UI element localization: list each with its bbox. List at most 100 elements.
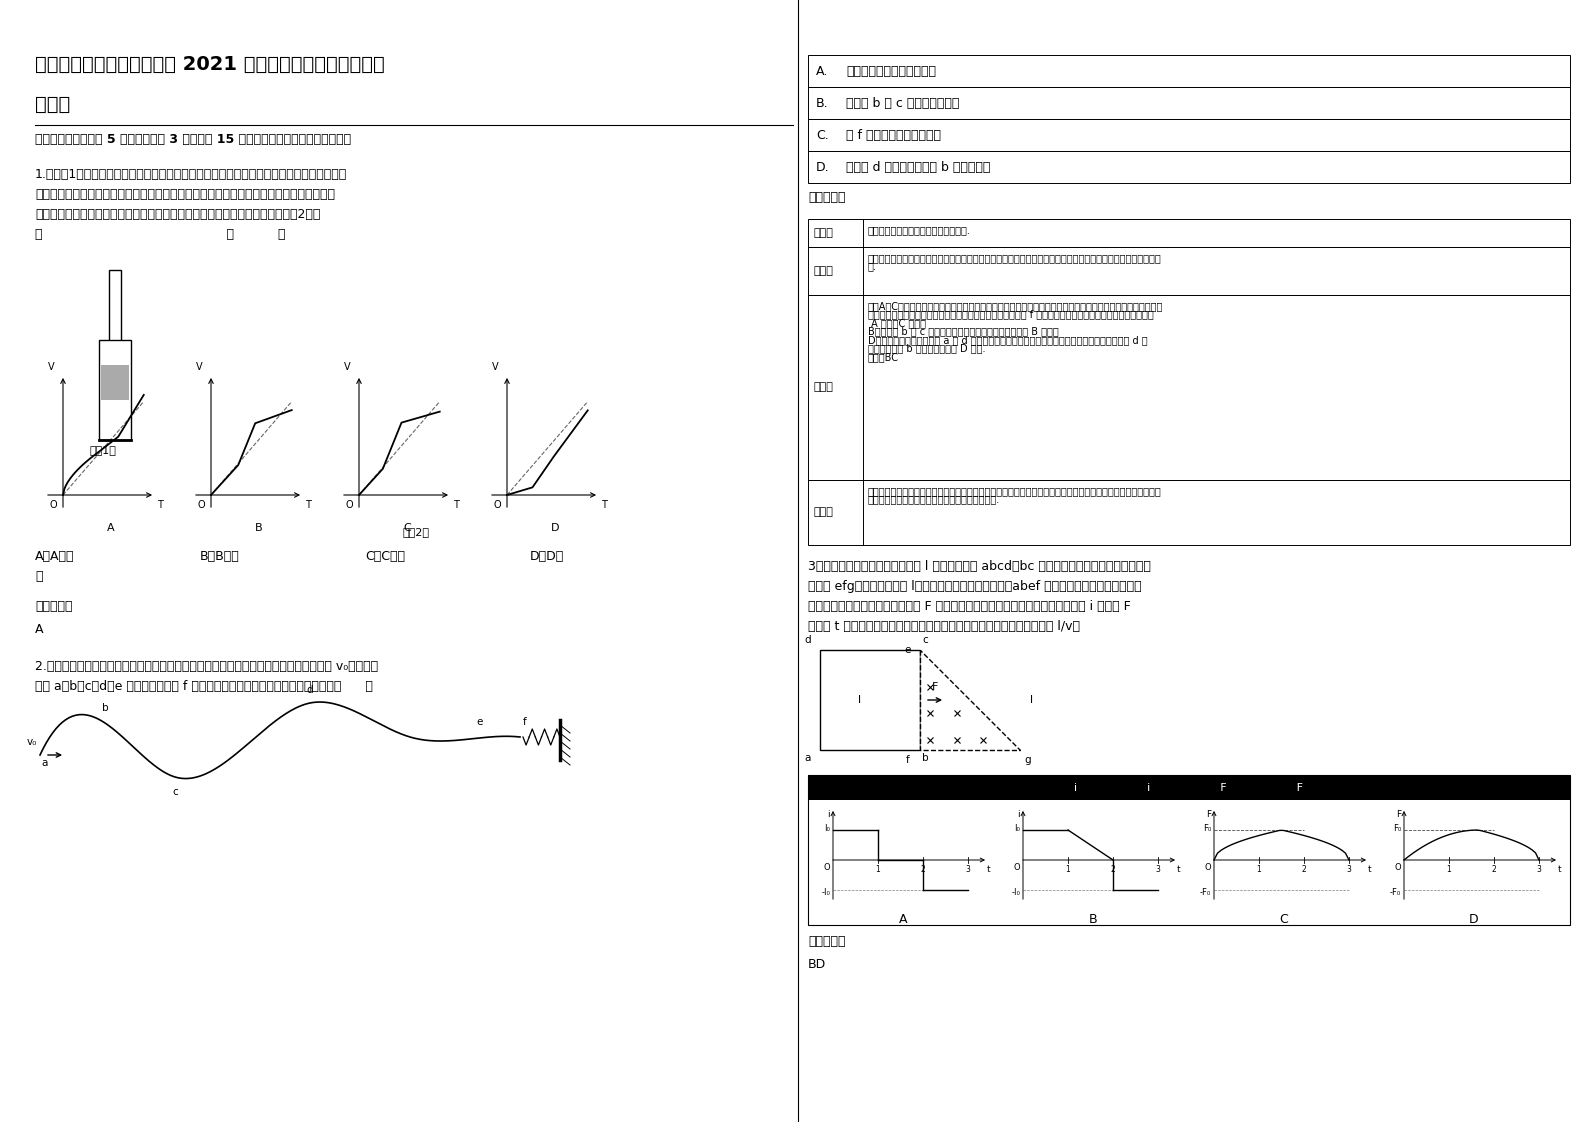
Text: O: O (346, 500, 352, 511)
Text: B.: B. (816, 96, 828, 110)
Bar (808, 480, 1570, 545)
Text: 图（2）: 图（2） (403, 527, 430, 537)
Text: 机械能等于在 b 点的机械能．故 D 错误.: 机械能等于在 b 点的机械能．故 D 错误. (868, 343, 986, 353)
Text: -I₀: -I₀ (820, 888, 830, 896)
Text: 考点：: 考点： (813, 228, 833, 238)
Text: BD: BD (808, 958, 827, 971)
Text: d: d (805, 635, 811, 645)
Text: 2: 2 (1301, 865, 1306, 874)
Text: 功能关系；弹性势能；机械能守恒定律.: 功能关系；弹性势能；机械能守恒定律. (868, 226, 971, 234)
Text: F₀: F₀ (1203, 824, 1211, 833)
Text: i: i (827, 810, 830, 819)
Text: T: T (452, 500, 459, 511)
Text: A: A (35, 623, 43, 636)
Text: 小球从 b 到 c 过程重力做正功: 小球从 b 到 c 过程重力做正功 (846, 96, 960, 110)
Text: C．C图线: C．C图线 (365, 550, 405, 563)
Text: 1: 1 (1065, 865, 1070, 874)
Text: l: l (859, 695, 862, 705)
Text: O: O (197, 500, 205, 511)
Text: F: F (1206, 810, 1211, 819)
Text: I₀: I₀ (824, 824, 830, 833)
Text: 1.如图（1）所示，一根上细下粗、粗端与细端都均匀的玻璃管上端开口、下端封闭，上端足: 1.如图（1）所示，一根上细下粗、粗端与细端都均匀的玻璃管上端开口、下端封闭，上… (35, 168, 348, 181)
Text: 点评：: 点评： (813, 507, 833, 517)
Text: B: B (256, 523, 263, 533)
Text: e: e (476, 717, 482, 727)
Text: 答.: 答. (868, 261, 878, 272)
Text: V: V (48, 362, 54, 373)
Text: 湖南省郴州市资兴第二中学 2021 年高三物理上学期期末试卷: 湖南省郴州市资兴第二中学 2021 年高三物理上学期期末试卷 (35, 55, 384, 74)
Text: B: B (1089, 913, 1097, 926)
Text: 解：A、C、小球在光滑的轨道上运动的过程中只有重力做功，小球的机械能守恒；压缩弹簧的过程中弹簧做功，: 解：A、C、小球在光滑的轨道上运动的过程中只有重力做功，小球的机械能守恒；压缩弹… (868, 301, 1163, 311)
Text: f: f (906, 755, 909, 765)
Text: A: A (108, 523, 114, 533)
Text: 在 f 点弹簧的弹性势能最大: 在 f 点弹簧的弹性势能最大 (846, 129, 941, 141)
Text: 2.如图所示，光滑轨道右端固定一个竖直挡板，挡板左边连接一轻质弹簧，小球以初速度 v₀，经过轨: 2.如图所示，光滑轨道右端固定一个竖直挡板，挡板左边连接一轻质弹簧，小球以初速度… (35, 660, 378, 673)
Text: V: V (344, 362, 351, 373)
Text: 小球在全过程中机械能守恒: 小球在全过程中机械能守恒 (846, 64, 936, 77)
Text: v₀: v₀ (27, 737, 37, 747)
Text: A 错误，C 正确；: A 错误，C 正确； (868, 318, 925, 328)
Text: 参考答案：: 参考答案： (808, 935, 846, 948)
Text: F: F (932, 682, 938, 692)
Text: T: T (305, 500, 311, 511)
Text: i                    i                    F                    F: i i F F (1074, 782, 1303, 792)
Text: -I₀: -I₀ (1011, 888, 1020, 896)
Text: D、小球在光滑的轨道上从 a 到 d 运动的过程中只有重力做功，小球的机械能守恒，所以小球在 d 点: D、小球在光滑的轨道上从 a 到 d 运动的过程中只有重力做功，小球的机械能守恒… (868, 335, 1147, 344)
Text: l: l (1030, 695, 1033, 705)
Text: T: T (601, 500, 606, 511)
Text: 场区域 efg，三角形腰长为 l，磁感应强度垂直桌面向下，abef 在同一直线上，其俯视图如图: 场区域 efg，三角形腰长为 l，磁感应强度垂直桌面向下，abef 在同一直线上… (808, 580, 1141, 594)
Text: 小球的机械能不守恒，小球的动能转化为弹簧的弹性势能．在 f 点小球的动能是零，弹簧的弹性势能最大．故: 小球的机械能不守恒，小球的动能转化为弹簧的弹性势能．在 f 点小球的动能是零，弹… (868, 310, 1154, 320)
Text: 3．在光滑水平桌面上有一边长为 l 的正方形线框 abcd，bc 边右侧有一等腰直角三角形匀强磁: 3．在光滑水平桌面上有一边长为 l 的正方形线框 abcd，bc 边右侧有一等腰… (808, 560, 1151, 573)
Text: C.: C. (816, 129, 828, 141)
Text: 2: 2 (1492, 865, 1497, 874)
Bar (808, 219, 1570, 247)
Text: B、小球从 b 到 c 过程沿斜面向下运动，重力做正功．故 B 正确；: B、小球从 b 到 c 过程沿斜面向下运动，重力做正功．故 B 正确； (868, 327, 1059, 337)
Text: 1: 1 (876, 865, 881, 874)
Bar (98, 340, 132, 440)
Text: 参考答案：: 参考答案： (808, 191, 846, 204)
Text: 2: 2 (920, 865, 925, 874)
Text: g: g (1025, 755, 1032, 765)
Text: F: F (1397, 810, 1401, 819)
Text: V: V (492, 362, 498, 373)
Text: 分析：: 分析： (813, 266, 833, 276)
Text: d: d (306, 686, 313, 695)
Text: 线: 线 (35, 570, 43, 583)
Text: 2: 2 (1111, 865, 1116, 874)
Text: B．B图线: B．B图线 (200, 550, 240, 563)
Text: 温度不断升高，水银柱上升，则被封闭气体体积和热力学温度的关系最接近图（2）中: 温度不断升高，水银柱上升，则被封闭气体体积和热力学温度的关系最接近图（2）中 (35, 208, 321, 221)
Text: T: T (157, 500, 163, 511)
Text: 3: 3 (1346, 865, 1352, 874)
Text: 随时间 t 的变化关系可能是（以逆时针方向为电流的正方向，时间单位为 l/v）: 随时间 t 的变化关系可能是（以逆时针方向为电流的正方向，时间单位为 l/v） (808, 620, 1081, 633)
Text: t: t (1557, 865, 1562, 874)
Text: 该题考查机械能守恒的条件，紧扣条件解答即可．该题的易错的地方是弹簧的弹力做功时，小球的机械能不守恒，: 该题考查机械能守恒的条件，紧扣条件解答即可．该题的易错的地方是弹簧的弹力做功时，… (868, 486, 1162, 496)
Text: D.: D. (816, 160, 830, 174)
Text: O: O (494, 500, 501, 511)
Bar (808, 247, 1570, 295)
Text: 小球在光滑的轨道上运动的过程中只有重力做功，压缩弹簧的过程中弹簧做功．然后结合机械能守恒的条件即可解: 小球在光滑的轨道上运动的过程中只有重力做功，压缩弹簧的过程中弹簧做功．然后结合机… (868, 252, 1162, 263)
Bar (808, 151, 1570, 183)
Text: I₀: I₀ (1014, 824, 1020, 833)
Text: a: a (805, 753, 811, 763)
Text: C: C (1279, 913, 1289, 926)
Bar (808, 775, 1570, 925)
Text: f: f (524, 717, 527, 727)
Text: C: C (403, 523, 411, 533)
Text: D．D图: D．D图 (530, 550, 565, 563)
Text: i: i (1017, 810, 1020, 819)
Text: O: O (824, 863, 830, 872)
Text: 小球在 d 点机械能大于在 b 点的机械能: 小球在 d 点机械能大于在 b 点的机械能 (846, 160, 990, 174)
Text: 含解析: 含解析 (35, 95, 70, 114)
Bar (102, 365, 129, 401)
Bar (808, 55, 1570, 88)
Bar (808, 775, 1570, 800)
Text: A: A (898, 913, 908, 926)
Text: c: c (171, 787, 178, 797)
Bar (110, 270, 121, 350)
Text: D: D (551, 523, 559, 533)
Text: 的                                              （           ）: 的 （ ） (35, 228, 286, 241)
Text: 1: 1 (1447, 865, 1452, 874)
Text: 所示．线框从图示位置在水平拉力 F 作用下向右匀速穿过磁场区，线框中感应电流 i 及拉力 F: 所示．线框从图示位置在水平拉力 F 作用下向右匀速穿过磁场区，线框中感应电流 i… (808, 600, 1132, 613)
Text: t: t (1368, 865, 1371, 874)
Text: O: O (49, 500, 57, 511)
